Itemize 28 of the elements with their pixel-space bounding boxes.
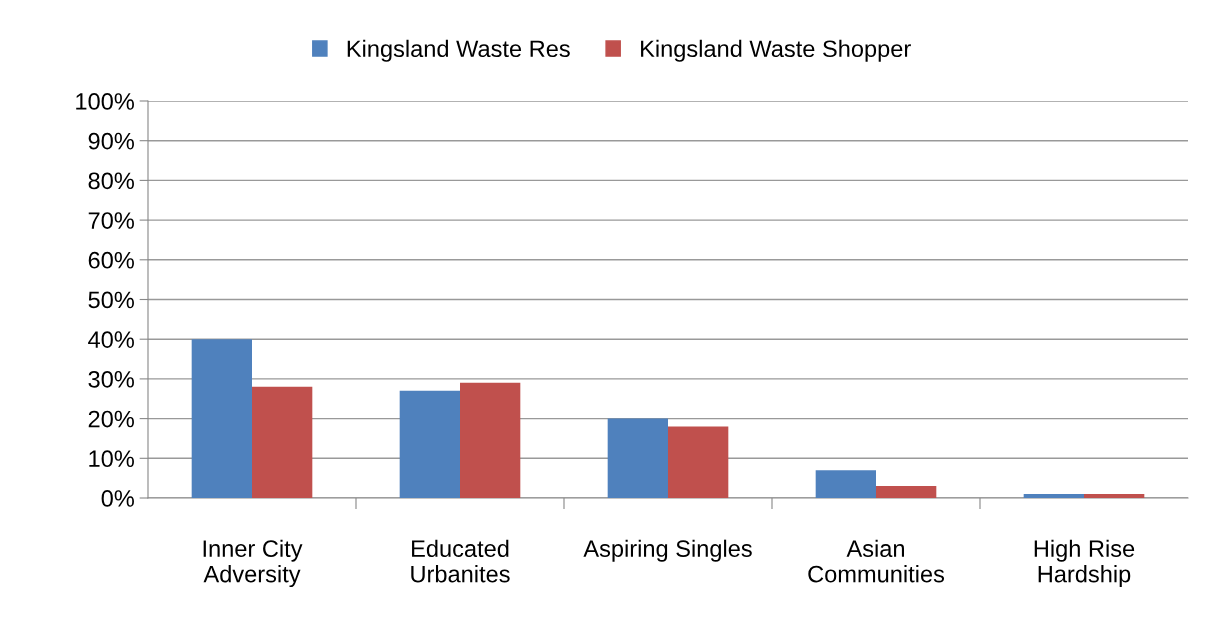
y-tick-label: 90%	[88, 132, 134, 150]
x-tick-label: Educated Urbanites	[411, 539, 510, 583]
x-tick-label: Inner City Adversity	[203, 539, 303, 588]
y-tick-label: 50%	[88, 291, 134, 309]
y-tick-label: 60%	[88, 251, 134, 269]
y-tick-label: 70%	[88, 212, 134, 229]
bar	[1084, 494, 1145, 498]
y-tick-label: 30%	[88, 370, 134, 388]
x-tick-label: High Rise Hardship	[1034, 539, 1135, 588]
bar	[399, 390, 460, 498]
bar	[607, 418, 668, 498]
bar	[252, 386, 313, 498]
x-tick-label: Asian Communities	[808, 539, 945, 583]
bar	[668, 426, 729, 498]
x-tick-label: Aspiring Singles	[583, 539, 752, 562]
bar	[460, 382, 521, 498]
legend-label: Kingsland Waste Shopper	[641, 39, 911, 62]
y-tick-label: 10%	[89, 450, 134, 468]
y-tick-label: 0%	[101, 490, 134, 507]
bar	[1023, 494, 1084, 498]
y-tick-label: 80%	[88, 172, 134, 190]
legend-label: Kingsland Waste Res	[347, 39, 570, 62]
y-tick-label: 100%	[76, 93, 134, 110]
bar	[876, 486, 937, 498]
y-tick-label: 40%	[88, 331, 134, 348]
y-tick-label: 20%	[88, 410, 134, 428]
bar	[815, 470, 876, 498]
bar	[191, 339, 252, 498]
